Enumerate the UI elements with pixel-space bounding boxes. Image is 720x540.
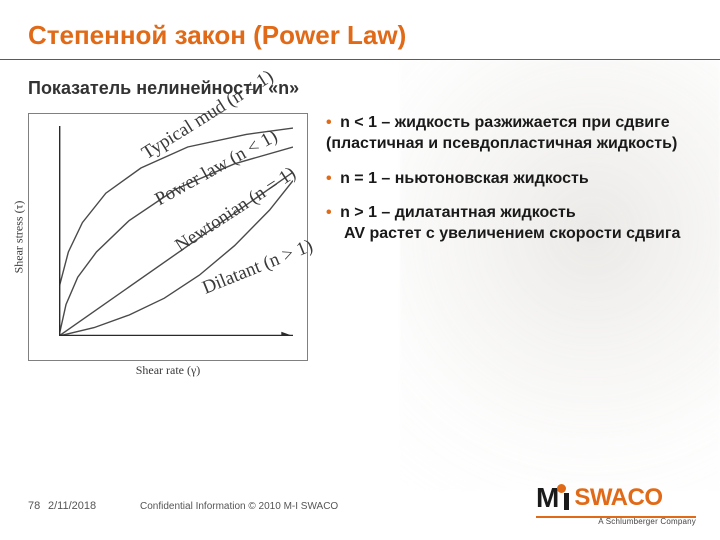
page-number: 78 <box>0 500 48 512</box>
bullet-extra: AV растет с увеличением скорости сдвига <box>326 224 700 245</box>
chart-labels-svg: Typical mud (n < 1)Power law (n < 1)Newt… <box>59 126 293 336</box>
bullet-item: • n < 1 – жидкость разжижается при сдвиг… <box>326 113 700 155</box>
bullet-rest: – жидкость разжижается при сдвиге (пласт… <box>326 114 677 152</box>
footer-date: 2/11/2018 <box>48 500 128 512</box>
logo-swaco: SWACO <box>574 484 662 512</box>
bullet-lead: n < 1 <box>340 114 377 131</box>
logo-subtitle: A Schlumberger Company <box>536 517 696 526</box>
chart-ylabel: Shear stress (τ) <box>12 201 27 274</box>
bullet-rest: – ньютоновская жидкость <box>377 170 589 187</box>
bullet-item: • n = 1 – ньютоновская жидкость <box>326 169 700 190</box>
bullet-list: • n < 1 – жидкость разжижается при сдвиг… <box>326 113 700 361</box>
bullet-item: • n > 1 – дилатантная жидкость AV растет… <box>326 203 700 245</box>
logo-i-stem <box>564 493 569 510</box>
bullet-rest: – дилатантная жидкость <box>377 204 576 221</box>
chart-container: Shear stress (τ) Shear rate (γ) Typical … <box>28 113 308 361</box>
logo: M SWACO A Schlumberger Company <box>536 482 696 526</box>
svg-text:Dilatant (n > 1): Dilatant (n > 1) <box>199 235 315 298</box>
chart-xlabel: Shear rate (γ) <box>136 363 201 378</box>
bullet-lead: n > 1 <box>340 204 377 221</box>
footer-confidential: Confidential Information © 2010 M-I SWAC… <box>128 501 338 512</box>
bullet-icon: • <box>326 114 332 131</box>
content-area: Shear stress (τ) Shear rate (γ) Typical … <box>0 109 720 361</box>
logo-dot-icon <box>557 484 566 493</box>
bullet-icon: • <box>326 204 332 221</box>
slide: Степенной закон (Power Law) Показатель н… <box>0 0 720 540</box>
chart-plot: Typical mud (n < 1)Power law (n < 1)Newt… <box>59 126 293 336</box>
slide-title: Степенной закон (Power Law) <box>0 0 720 59</box>
bullet-lead: n = 1 <box>340 170 377 187</box>
logo-main: M SWACO <box>536 482 696 514</box>
logo-m: M <box>536 482 568 514</box>
bullet-icon: • <box>326 170 332 187</box>
